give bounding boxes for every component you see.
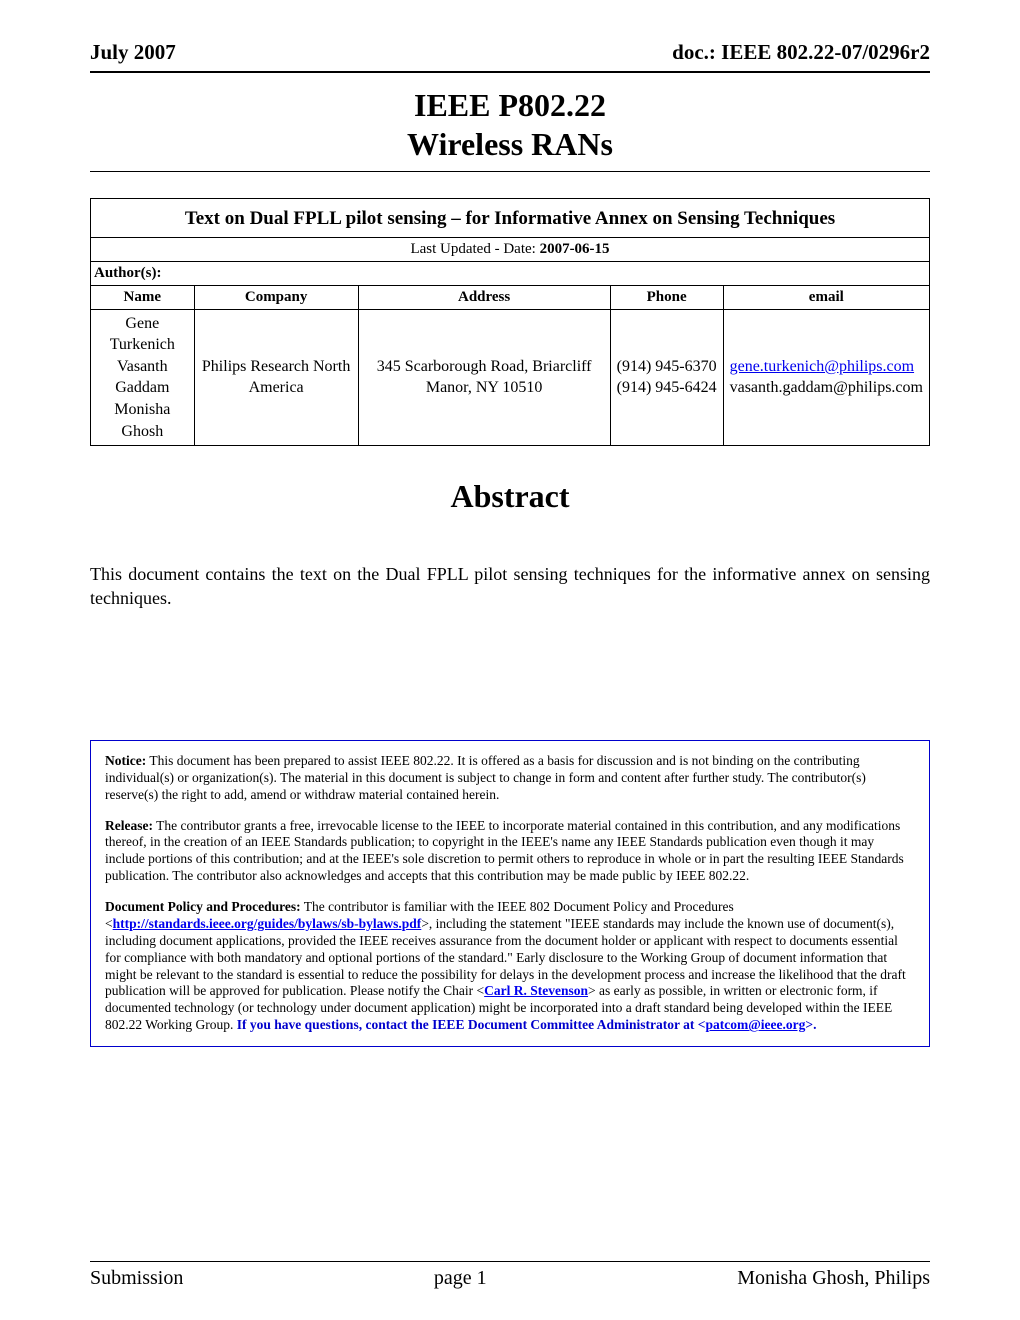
- title-block: IEEE P802.22 Wireless RANs: [90, 87, 930, 172]
- author-company: Philips Research North America: [194, 309, 358, 446]
- col-company: Company: [194, 285, 358, 309]
- authors-label: Author(s):: [91, 261, 930, 285]
- header-date: July 2007: [90, 40, 176, 65]
- author-address: 345 Scarborough Road, Briarcliff Manor, …: [358, 309, 610, 446]
- chair-link[interactable]: Carl R. Stevenson: [484, 983, 588, 998]
- notice-text: This document has been prepared to assis…: [105, 753, 866, 802]
- title-line-2: Wireless RANs: [90, 126, 930, 172]
- author-name-3: Monisha Ghosh: [114, 401, 170, 440]
- release-text: The contributor grants a free, irrevocab…: [105, 818, 904, 884]
- document-title: Text on Dual FPLL pilot sensing – for In…: [91, 199, 930, 238]
- abstract-heading: Abstract: [90, 478, 930, 515]
- footer-left: Submission: [90, 1267, 183, 1290]
- author-email-2: vasanth.gaddam@philips.com: [730, 379, 923, 396]
- footer-page-number: page 1: [434, 1267, 487, 1290]
- header-doc-id: doc.: IEEE 802.22-07/0296r2: [672, 40, 930, 65]
- author-phones: (914) 945-6370 (914) 945-6424: [610, 309, 723, 446]
- col-phone: Phone: [610, 285, 723, 309]
- author-names: Gene Turkenich Vasanth Gaddam Monisha Gh…: [91, 309, 195, 446]
- footer-right: Monisha Ghosh, Philips: [737, 1267, 930, 1290]
- release-paragraph: Release: The contributor grants a free, …: [105, 818, 915, 886]
- author-emails: gene.turkenich@philips.com vasanth.gadda…: [723, 309, 929, 446]
- author-phone-2: (914) 945-6424: [617, 379, 717, 396]
- page-footer: Submission page 1 Monisha Ghosh, Philips: [90, 1267, 930, 1290]
- footer-rule: [90, 1261, 930, 1262]
- author-name-1: Gene Turkenich: [110, 315, 175, 354]
- abstract-text: This document contains the text on the D…: [90, 563, 930, 610]
- policy-blue-a: If you have questions, contact the IEEE …: [237, 1017, 706, 1032]
- col-email: email: [723, 285, 929, 309]
- policy-label: Document Policy and Procedures:: [105, 899, 301, 914]
- notice-label: Notice:: [105, 753, 146, 768]
- col-address: Address: [358, 285, 610, 309]
- author-phone-1: (914) 945-6370: [617, 358, 717, 375]
- col-name: Name: [91, 285, 195, 309]
- patcom-link[interactable]: patcom@ieee.org: [705, 1017, 805, 1032]
- author-name-2: Vasanth Gaddam: [115, 358, 169, 397]
- document-info-table: Text on Dual FPLL pilot sensing – for In…: [90, 198, 930, 446]
- author-email-link-1[interactable]: gene.turkenich@philips.com: [730, 358, 914, 375]
- bylaws-link[interactable]: http://standards.ieee.org/guides/bylaws/…: [113, 916, 422, 931]
- policy-blue-b: >.: [805, 1017, 816, 1032]
- document-policy-paragraph: Document Policy and Procedures: The cont…: [105, 899, 915, 1034]
- notice-box: Notice: This document has been prepared …: [90, 740, 930, 1047]
- last-updated: Last Updated - Date: 2007-06-15: [91, 237, 930, 261]
- page-header: July 2007 doc.: IEEE 802.22-07/0296r2: [90, 40, 930, 73]
- release-label: Release:: [105, 818, 153, 833]
- title-line-1: IEEE P802.22: [90, 87, 930, 124]
- updated-label: Last Updated - Date:: [410, 241, 539, 257]
- notice-paragraph: Notice: This document has been prepared …: [105, 753, 915, 804]
- updated-date: 2007-06-15: [540, 241, 610, 257]
